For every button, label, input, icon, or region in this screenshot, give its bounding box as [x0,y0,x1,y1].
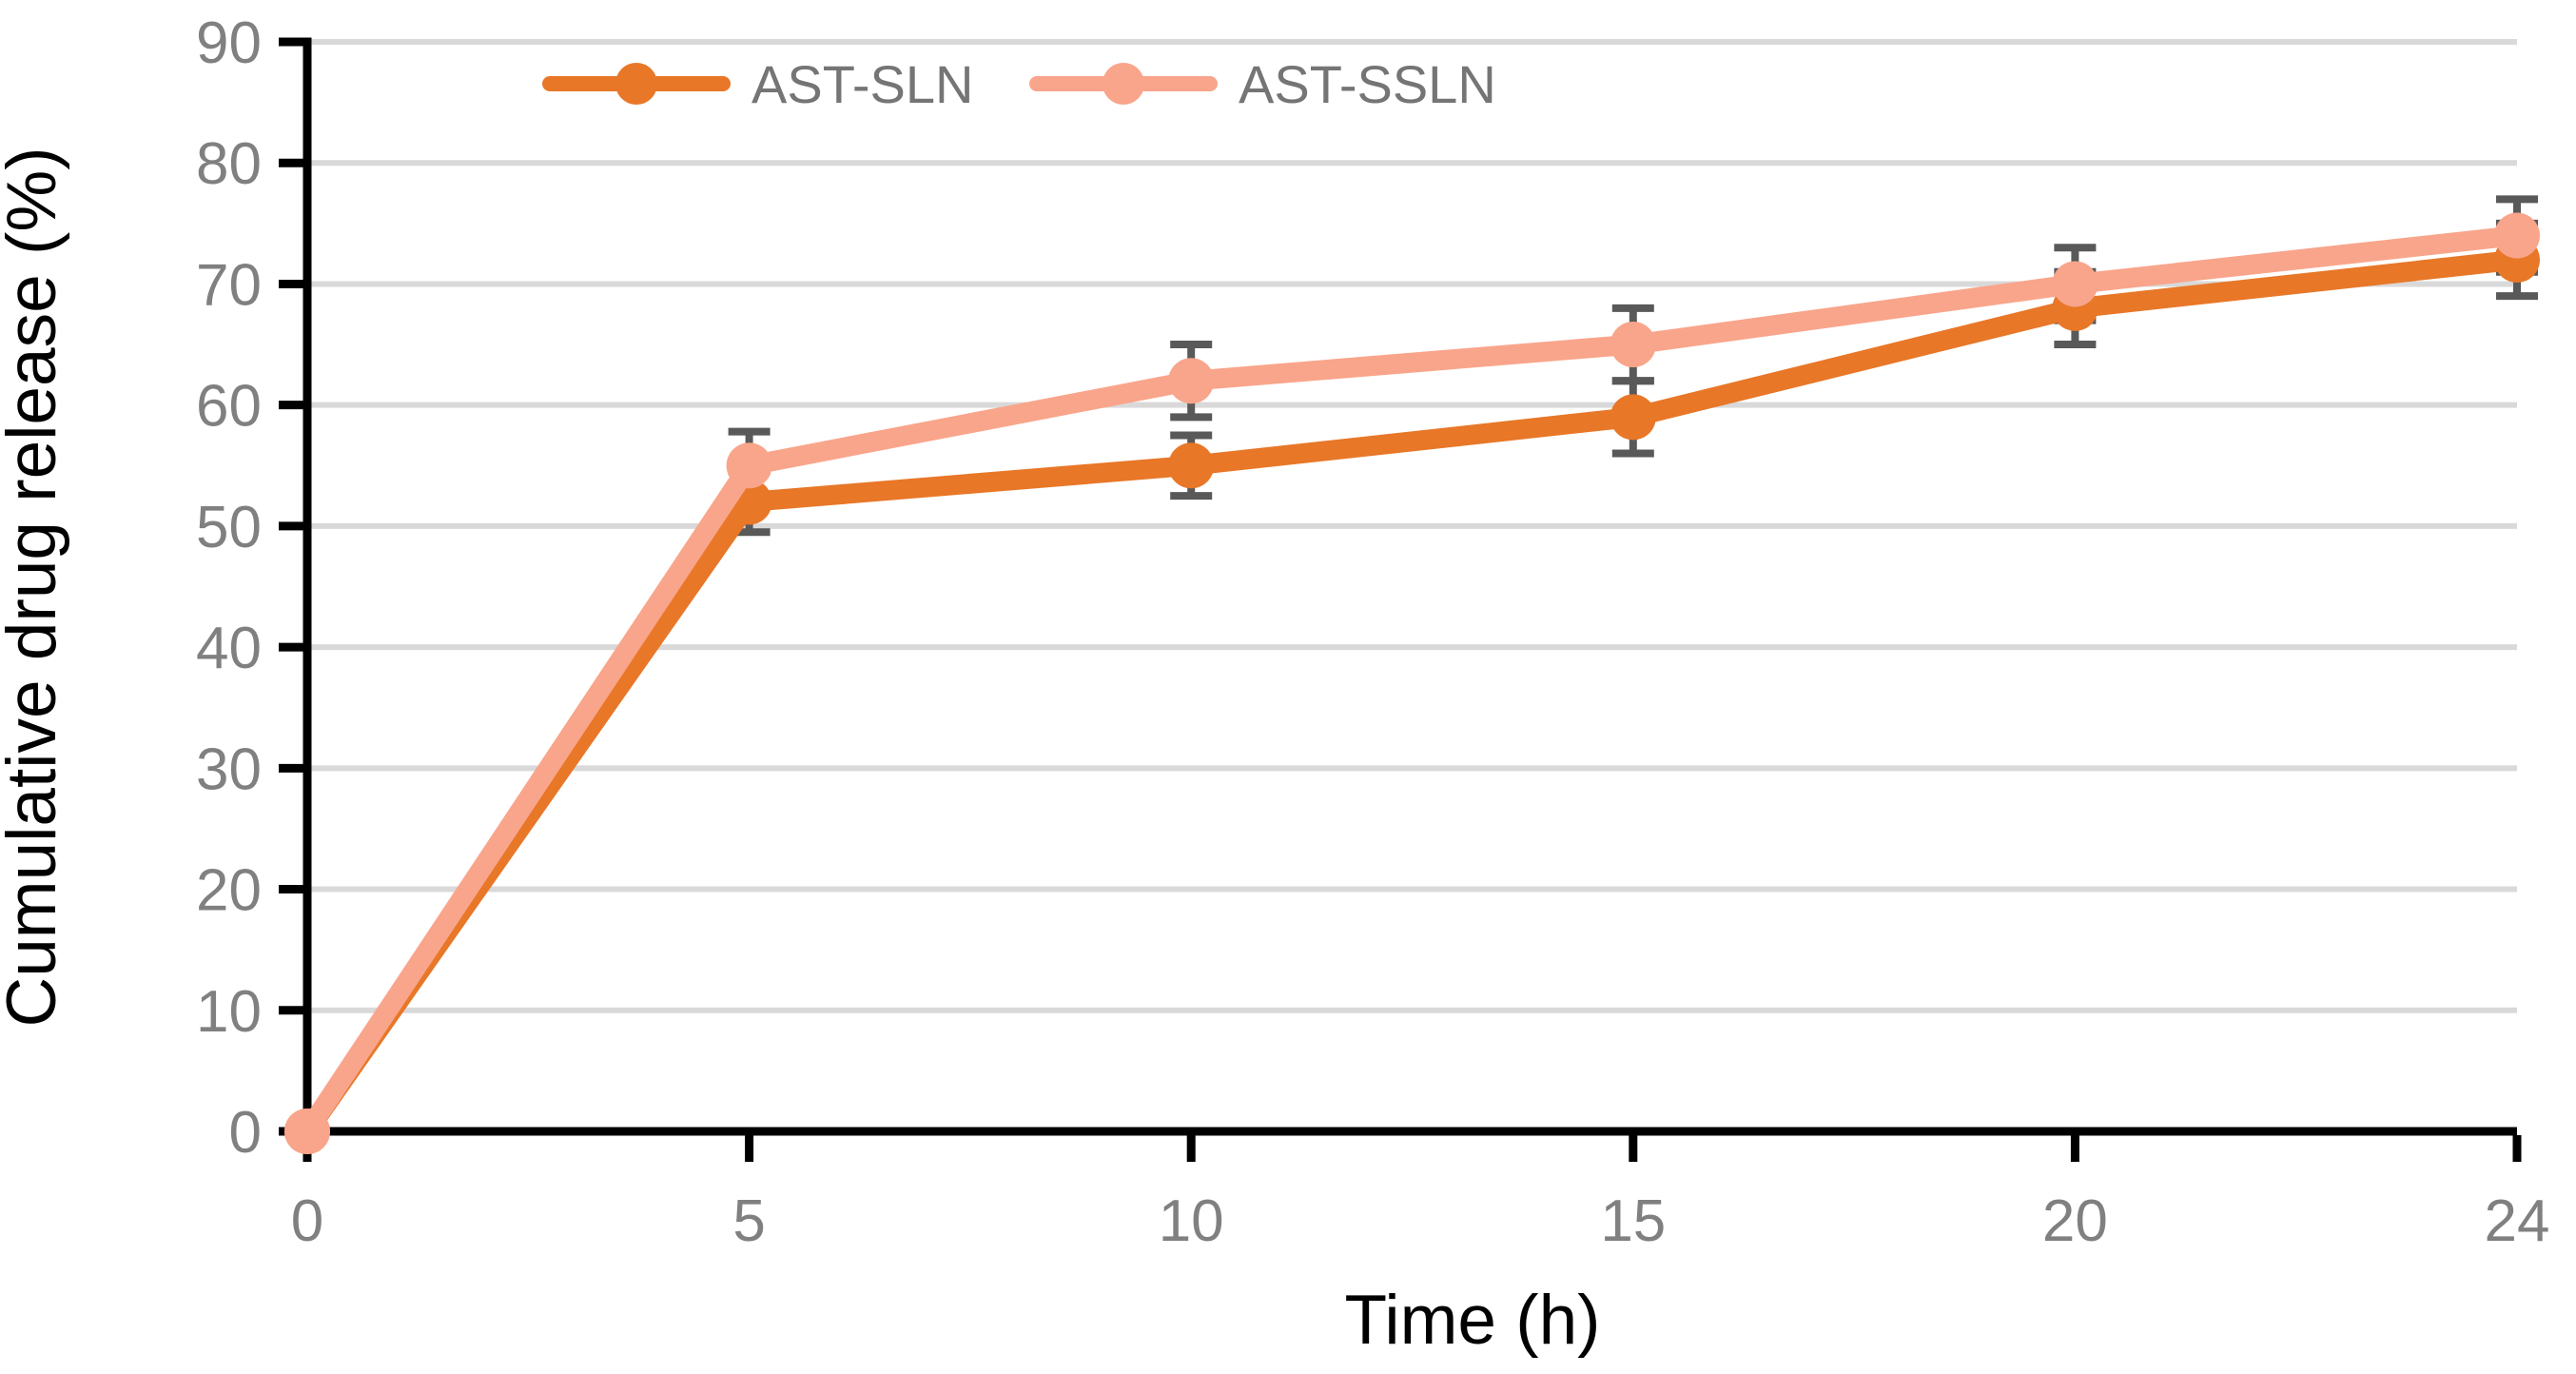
y-tick-label-80: 80 [196,131,262,197]
x-axis-title: Time (h) [1344,1282,1600,1359]
y-tick-label-70: 70 [196,252,262,318]
ast-sln-marker [1610,394,1656,441]
series-ast-ssln [284,212,2540,1154]
y-tick-label-40: 40 [196,616,262,681]
x-axis-tick-labels: 0 5 10 15 20 24 [291,1188,2550,1254]
x-tick-label-5: 5 [732,1188,765,1254]
y-tick-label-30: 30 [196,736,262,802]
y-tick-label-10: 10 [196,979,262,1045]
ast-ssln-marker [1168,358,1215,404]
ast-sln-legend-marker [615,63,657,105]
ast-ssln-marker [1610,322,1656,368]
ast-sln-line [297,249,2527,1142]
ast-ssln-marker [2052,261,2098,307]
legend-item-ast-ssln: AST-SSLN [1029,54,1496,114]
y-tick-label-20: 20 [196,858,262,924]
ast-sln-legend-label: AST-SLN [751,54,973,114]
ast-sln-marker [1168,442,1215,489]
y-axis-title: Cumulative drug release (%) [0,147,70,1027]
x-tick-label-20: 20 [2042,1188,2108,1254]
ast-ssln-marker [284,1109,330,1154]
legend-item-ast-sln: AST-SLN [542,54,973,114]
y-axis-tick-labels: 0 10 20 30 40 50 60 70 80 90 [196,10,262,1166]
ast-ssln-marker [726,442,772,489]
x-tick-label-0: 0 [291,1188,323,1254]
y-tick-label-0: 0 [229,1100,262,1166]
y-tick-label-50: 50 [196,495,262,560]
y-tick-label-60: 60 [196,374,262,440]
axes [279,37,2522,1162]
x-tick-label-15: 15 [1600,1188,1666,1254]
x-tick-label-24: 24 [2485,1188,2550,1254]
ast-ssln-legend-label: AST-SSLN [1239,54,1496,114]
legend: AST-SLN AST-SSLN [542,54,1496,114]
gridlines [307,39,2517,1013]
ast-ssln-legend-marker [1103,63,1144,105]
series-layer [284,212,2540,1154]
x-tick-label-10: 10 [1159,1188,1224,1254]
ast-ssln-line [297,226,2527,1142]
y-tick-label-90: 90 [196,10,262,76]
ast-ssln-marker [2494,212,2540,259]
series-ast-sln [284,237,2540,1154]
